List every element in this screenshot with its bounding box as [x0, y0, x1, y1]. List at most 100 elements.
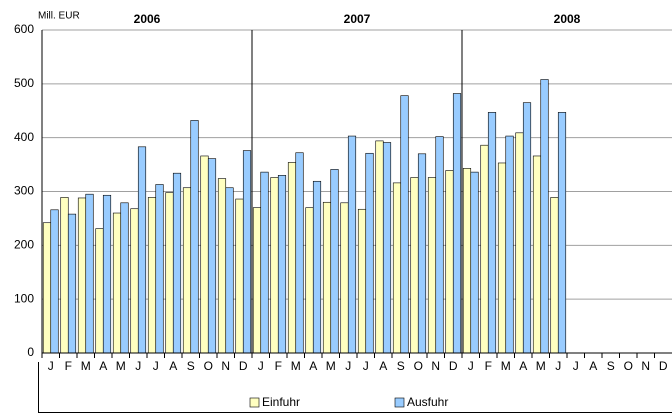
bar	[242, 150, 252, 354]
bar	[357, 208, 367, 354]
x-tick-label: A	[169, 359, 177, 373]
bar	[322, 201, 332, 354]
x-tick-label: D	[239, 359, 248, 373]
bar	[147, 197, 157, 354]
bar	[400, 95, 409, 354]
x-tick-label: J	[363, 359, 369, 373]
x-tick-label: M	[326, 359, 336, 373]
bar	[172, 172, 182, 354]
y-tick-label: 600	[14, 22, 34, 36]
legend-label: Einfuhr	[262, 395, 300, 409]
y-tick-label: 200	[14, 238, 34, 252]
bar	[305, 207, 314, 354]
bar	[207, 158, 217, 354]
bar	[235, 198, 244, 354]
x-tick-label: F	[275, 359, 282, 373]
bar	[200, 155, 209, 354]
legend-swatch	[249, 397, 260, 408]
bar	[50, 209, 59, 354]
legend-swatch	[394, 397, 405, 408]
bar	[252, 207, 262, 354]
bar	[287, 162, 297, 354]
x-tick-label: S	[187, 359, 195, 373]
x-tick-label: A	[519, 359, 527, 373]
bar	[340, 202, 349, 354]
bar	[417, 153, 427, 354]
bar	[427, 177, 437, 354]
x-tick-label: J	[555, 359, 561, 373]
bar	[60, 197, 69, 354]
bar	[515, 132, 524, 354]
bar	[365, 152, 374, 354]
bar	[410, 177, 419, 354]
x-tick-label: M	[291, 359, 301, 373]
x-tick-label: S	[397, 359, 405, 373]
y-tick-label: 0	[27, 345, 34, 359]
x-tick-label: A	[379, 359, 387, 373]
x-tick-label: J	[48, 359, 54, 373]
legend-label: Ausfuhr	[407, 395, 448, 409]
x-tick-label: N	[221, 359, 230, 373]
y-axis-label: Mill. EUR	[38, 11, 80, 22]
x-tick-label: M	[81, 359, 91, 373]
bar	[277, 175, 287, 354]
year-label: 2008	[554, 12, 581, 26]
bar	[95, 228, 104, 354]
y-tick-label: 100	[14, 291, 34, 305]
x-tick-label: F	[485, 359, 492, 373]
bar	[522, 102, 532, 354]
bar	[77, 197, 87, 354]
bar	[445, 170, 454, 354]
x-tick-label: J	[573, 359, 579, 373]
x-tick-label: F	[65, 359, 72, 373]
bar	[382, 142, 392, 354]
bar	[155, 184, 164, 354]
bar	[347, 135, 357, 354]
bar	[270, 177, 279, 354]
bar	[120, 202, 129, 354]
bar	[452, 93, 462, 354]
bar	[112, 212, 122, 354]
x-tick-label: J	[153, 359, 159, 373]
bar	[260, 171, 269, 354]
x-tick-label: M	[116, 359, 126, 373]
y-tick-label: 300	[14, 184, 34, 198]
x-tick-label: M	[501, 359, 511, 373]
y-tick-label: 500	[14, 76, 34, 90]
x-tick-label: D	[659, 359, 668, 373]
bar	[85, 193, 94, 354]
x-tick-label: J	[258, 359, 264, 373]
bar	[190, 120, 199, 354]
bar	[137, 146, 147, 354]
year-label: 2006	[134, 12, 161, 26]
x-tick-label: J	[468, 359, 474, 373]
x-tick-label: A	[99, 359, 107, 373]
bar	[42, 222, 52, 354]
x-tick-label: J	[345, 359, 351, 373]
bar	[67, 213, 77, 354]
bar	[550, 197, 559, 354]
x-tick-label: D	[449, 359, 458, 373]
bar	[540, 79, 549, 354]
bar	[505, 135, 514, 354]
x-tick-label: O	[624, 359, 633, 373]
bar	[217, 178, 227, 354]
x-tick-label: A	[309, 359, 317, 373]
bar	[470, 171, 479, 354]
bar	[532, 155, 542, 354]
x-tick-label: N	[641, 359, 650, 373]
bar	[102, 194, 112, 354]
x-tick-label: N	[431, 359, 440, 373]
bar	[165, 192, 174, 354]
bar	[330, 169, 339, 354]
bar	[462, 168, 472, 354]
bar	[435, 136, 444, 354]
bar	[130, 208, 139, 354]
bar	[497, 162, 507, 354]
x-tick-label: J	[135, 359, 141, 373]
year-label: 2007	[344, 12, 371, 26]
bar	[487, 112, 497, 354]
bar	[312, 180, 322, 354]
x-tick-label: M	[536, 359, 546, 373]
x-tick-label: S	[607, 359, 615, 373]
